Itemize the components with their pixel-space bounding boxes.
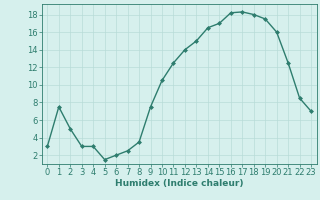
X-axis label: Humidex (Indice chaleur): Humidex (Indice chaleur) [115, 179, 244, 188]
